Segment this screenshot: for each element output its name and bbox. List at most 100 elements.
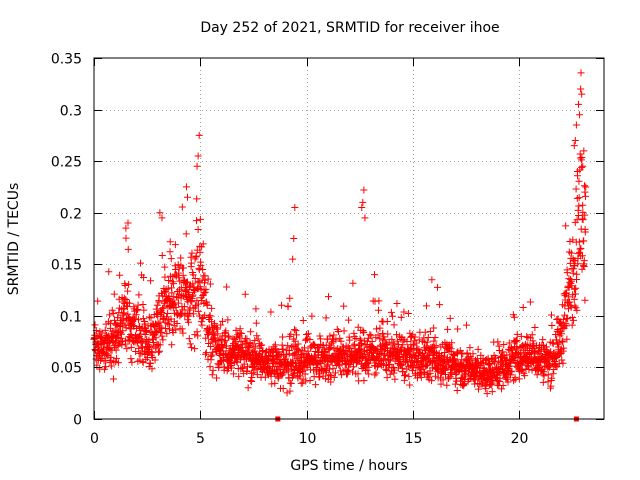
- data-point: [431, 334, 439, 342]
- data-point: [376, 335, 384, 343]
- data-point: [573, 216, 581, 224]
- data-point: [486, 360, 494, 368]
- data-point: [106, 311, 114, 319]
- data-point: [439, 376, 447, 384]
- data-point: [179, 264, 187, 272]
- data-point: [360, 186, 368, 194]
- data-point: [224, 316, 232, 324]
- y-tick-label: 0.35: [51, 52, 82, 68]
- data-point: [194, 152, 202, 160]
- data-point: [525, 365, 533, 373]
- data-point: [562, 222, 570, 230]
- data-point: [578, 252, 586, 260]
- data-point: [358, 341, 366, 349]
- data-point: [483, 390, 491, 398]
- data-point: [285, 346, 293, 354]
- data-point: [279, 370, 287, 378]
- data-point: [405, 372, 413, 380]
- y-tick-label: 0.15: [51, 258, 82, 274]
- data-point: [558, 330, 566, 338]
- data-point: [422, 302, 430, 310]
- data-point: [436, 301, 444, 309]
- data-point: [247, 377, 255, 385]
- data-point: [495, 347, 503, 355]
- data-point: [312, 381, 320, 389]
- data-point: [122, 234, 130, 242]
- data-point: [477, 358, 485, 366]
- data-point: [404, 310, 412, 318]
- data-point: [128, 358, 136, 366]
- data-point: [282, 355, 290, 363]
- data-point: [194, 307, 202, 315]
- data-point: [565, 293, 573, 301]
- data-point: [197, 261, 205, 269]
- y-tick-label: 0.05: [51, 361, 82, 377]
- data-point: [178, 203, 186, 211]
- data-point: [113, 354, 121, 362]
- data-point: [519, 303, 527, 311]
- data-point: [549, 370, 557, 378]
- data-point: [548, 311, 556, 319]
- data-point: [528, 331, 536, 339]
- data-point: [189, 271, 197, 279]
- data-point: [191, 274, 199, 282]
- data-point: [406, 381, 414, 389]
- data-point: [132, 347, 140, 355]
- data-point: [384, 330, 392, 338]
- data-point: [314, 344, 322, 352]
- data-point: [165, 277, 173, 285]
- data-point: [104, 352, 112, 360]
- data-point: [179, 329, 187, 337]
- data-point: [164, 310, 172, 318]
- data-point: [564, 315, 572, 323]
- data-point: [332, 336, 340, 344]
- data-point: [249, 369, 257, 377]
- data-point: [428, 377, 436, 385]
- data-point: [170, 280, 178, 288]
- data-point: [103, 351, 111, 359]
- data-point: [391, 344, 399, 352]
- data-point: [531, 323, 539, 331]
- data-point: [330, 331, 338, 339]
- data-point: [171, 241, 179, 249]
- data-point: [168, 289, 176, 297]
- data-point: [573, 194, 581, 202]
- data-point: [156, 341, 164, 349]
- y-tick-label: 0.2: [60, 207, 82, 223]
- data-point: [582, 183, 590, 191]
- plot-frame: [93, 57, 605, 420]
- data-point: [299, 317, 307, 325]
- data-point: [499, 382, 507, 390]
- data-point: [575, 194, 583, 202]
- data-point: [221, 338, 229, 346]
- data-point: [566, 238, 574, 246]
- data-point: [499, 348, 507, 356]
- data-point: [540, 372, 548, 380]
- data-point: [258, 341, 266, 349]
- data-point: [195, 300, 203, 308]
- data-point: [494, 338, 502, 346]
- data-point: [185, 288, 193, 296]
- data-point: [219, 317, 227, 325]
- data-point: [208, 351, 216, 359]
- data-point: [453, 386, 461, 394]
- data-point: [459, 361, 467, 369]
- data-point: [568, 314, 576, 322]
- data-point: [315, 343, 323, 351]
- data-point: [431, 348, 439, 356]
- data-point: [332, 346, 340, 354]
- data-point: [134, 301, 142, 309]
- data-point: [167, 255, 175, 263]
- data-point: [544, 378, 552, 386]
- data-point: [259, 347, 267, 355]
- data-point: [158, 304, 166, 312]
- data-point: [577, 69, 585, 77]
- data-point: [340, 327, 348, 335]
- data-point: [206, 363, 214, 371]
- data-point: [558, 338, 566, 346]
- data-point: [580, 147, 588, 155]
- data-point: [328, 339, 336, 347]
- data-point: [491, 359, 499, 367]
- data-point: [158, 214, 166, 222]
- data-point: [124, 219, 132, 227]
